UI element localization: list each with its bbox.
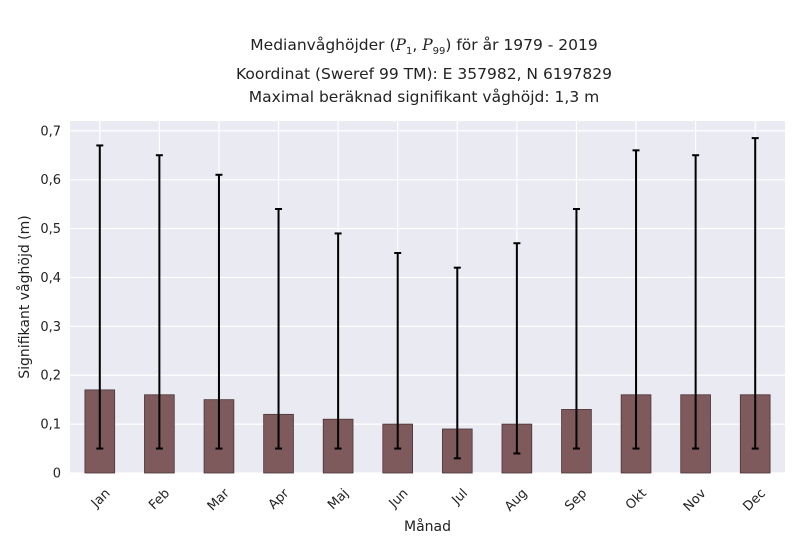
plot-area <box>70 121 785 473</box>
x-tick-label-okt: Okt <box>623 486 650 513</box>
y-tick-label: 0,6 <box>40 173 61 188</box>
y-axis-label: Signifikant våghöjd (m) <box>16 215 33 378</box>
chart-title-line-3: Maximal beräknad signifikant våghöjd: 1,… <box>248 88 600 107</box>
y-tick-label: 0,4 <box>40 271 61 286</box>
x-tick-label-feb: Feb <box>146 486 173 513</box>
x-tick-label-mar: Mar <box>205 486 233 514</box>
error-bar-okt <box>632 149 640 450</box>
x-tick-label-dec: Dec <box>741 486 769 514</box>
error-bar-jul <box>453 266 461 460</box>
x-tick-label-jan: Jan <box>88 486 113 511</box>
error-bar-nov <box>692 154 700 450</box>
error-bar-aug <box>513 242 521 455</box>
chart-title: Medianvåghöjder (P1, P99) för år 1979 - … <box>48 34 800 109</box>
error-bar-apr <box>275 208 283 450</box>
y-tick-label: 0,5 <box>40 222 61 237</box>
y-tick-label: 0,7 <box>40 124 61 139</box>
error-bar-feb <box>155 154 163 450</box>
y-tick-label: 0,2 <box>40 369 61 384</box>
x-tick-label-jun: Jun <box>386 486 412 512</box>
error-bars <box>96 137 759 460</box>
y-axis-ticks: 0 0,1 0,2 0,3 0,4 0,5 0,6 0,7 <box>40 124 61 481</box>
x-axis-ticks: Jan Feb Mar Apr Maj Jun Jul Aug Sep Okt Nov Dec <box>88 486 769 515</box>
chart-title-line-2: Koordinat (Sweref 99 TM): E 357982, N 61… <box>236 65 612 84</box>
error-bar-dec <box>751 137 759 450</box>
x-tick-label-apr: Apr <box>266 486 293 513</box>
x-tick-label-aug: Aug <box>502 486 531 515</box>
y-tick-label: 0 <box>53 467 61 482</box>
x-tick-label-maj: Maj <box>325 486 352 513</box>
x-axis-label: Månad <box>404 518 451 535</box>
x-tick-label-jul: Jul <box>449 486 471 508</box>
y-tick-label: 0,3 <box>40 320 61 335</box>
error-bar-maj <box>334 232 342 450</box>
chart-title-line-1: Medianvåghöjder (P1, P99) för år 1979 - … <box>250 36 598 58</box>
error-bar-mar <box>215 173 223 450</box>
error-bar-jun <box>394 252 402 450</box>
x-tick-label-sep: Sep <box>562 486 590 514</box>
x-tick-label-nov: Nov <box>681 486 710 515</box>
error-bar-sep <box>572 208 580 450</box>
error-bar-jan <box>96 144 104 450</box>
y-tick-label: 0,1 <box>40 418 61 433</box>
